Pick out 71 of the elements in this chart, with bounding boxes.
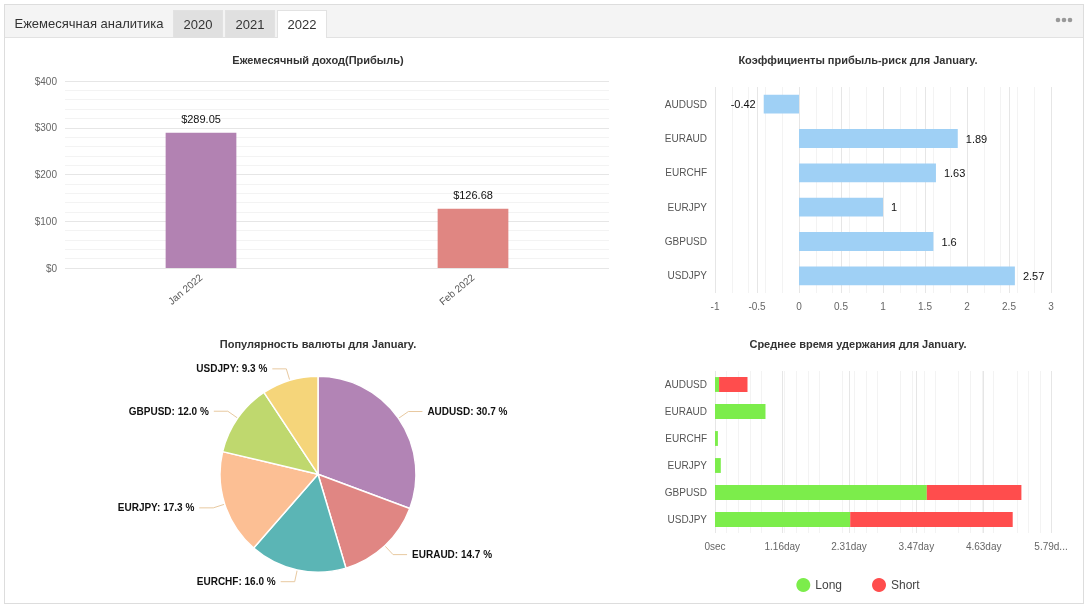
bar	[715, 458, 721, 473]
y-tick-label: $200	[34, 169, 58, 180]
slice-label: AUDUSD: 30.7 %	[427, 406, 508, 418]
x-tick-label: 5.79d...	[1034, 540, 1068, 552]
bar	[799, 232, 934, 251]
slice-label: EURAUD: 14.7 %	[412, 549, 493, 561]
x-tick-label: 2.5	[1002, 300, 1017, 312]
slice-label: EURCHF: 16.0 %	[196, 576, 276, 588]
y-tick-label: USDJPY	[667, 270, 708, 282]
x-tick-label: 1	[880, 300, 887, 312]
y-tick-label: EURAUD	[664, 406, 707, 417]
data-label: 1.6	[941, 235, 957, 248]
data-label: -0.42	[730, 98, 756, 111]
legend-label: Short	[891, 578, 921, 592]
x-tick-label: -1	[710, 300, 720, 312]
y-tick-label: GBPUSD	[664, 236, 707, 247]
bar	[715, 431, 718, 446]
bar	[719, 377, 748, 392]
slice-label: USDJPY: 9.3 %	[196, 363, 268, 375]
y-tick-label: $0	[45, 262, 58, 274]
y-tick-label: AUDUSD	[664, 98, 707, 110]
bar	[799, 129, 958, 148]
bar	[850, 512, 1013, 527]
y-tick-label: $400	[34, 75, 58, 87]
y-tick-label: GBPUSD	[664, 487, 707, 498]
chart-title: Среднее время удержания для January.	[749, 337, 967, 350]
text: 2022	[277, 10, 327, 38]
bar	[799, 197, 883, 217]
text: 2021	[225, 10, 275, 38]
legend-label: Long	[815, 578, 843, 592]
data-label: $126.68	[453, 189, 493, 202]
x-tick-label: 2.31day	[831, 540, 867, 552]
x-tick-label: 1.16day	[764, 540, 801, 552]
y-tick-label: EURCHF	[665, 167, 707, 179]
data-label: 1.89	[965, 132, 988, 145]
data-label: 2.57	[1022, 269, 1045, 282]
x-tick-label: 4.63day	[965, 540, 1002, 552]
bar	[799, 266, 1015, 286]
y-tick-label: EURAUD	[664, 133, 707, 144]
x-tick-label: 2	[964, 300, 971, 312]
data-label: $289.05	[181, 113, 221, 126]
bar	[715, 512, 851, 527]
chart-title: Коэффициенты прибыль-риск для January.	[738, 53, 978, 66]
bar	[799, 163, 936, 183]
bar	[926, 485, 1022, 500]
x-tick-label: 0sec	[704, 540, 726, 552]
text: Ежемесячная аналитика	[13, 15, 165, 33]
data-label: 1.63	[943, 166, 966, 179]
x-tick-label: 3.47day	[898, 540, 935, 552]
bar	[715, 404, 766, 419]
slice-label: EURJPY: 17.3 %	[117, 502, 195, 514]
y-tick-label: EURJPY	[667, 460, 708, 471]
x-tick-label: 0	[796, 300, 803, 312]
chart-title: Популярность валюты для January.	[219, 337, 417, 350]
x-tick-label: 3	[1048, 300, 1055, 312]
y-tick-label: $100	[34, 215, 58, 227]
bar	[715, 485, 927, 500]
y-tick-label: EURCHF	[665, 433, 707, 444]
data-label: 1	[891, 201, 898, 214]
bar	[763, 94, 799, 114]
y-tick-label: EURJPY	[667, 201, 708, 213]
y-tick-label: AUDUSD	[664, 379, 707, 390]
x-tick-label: -0.5	[748, 300, 767, 312]
chart-title: Ежемесячный доход(Прибыль)	[232, 53, 404, 66]
y-tick-label: $300	[34, 122, 58, 134]
x-tick-label: 1.5	[918, 300, 933, 312]
slice-label: GBPUSD: 12.0 %	[128, 405, 209, 417]
text: 2020	[173, 10, 223, 38]
x-tick-label: 0.5	[834, 300, 849, 312]
y-tick-label: USDJPY	[667, 514, 708, 525]
bar	[715, 377, 720, 392]
